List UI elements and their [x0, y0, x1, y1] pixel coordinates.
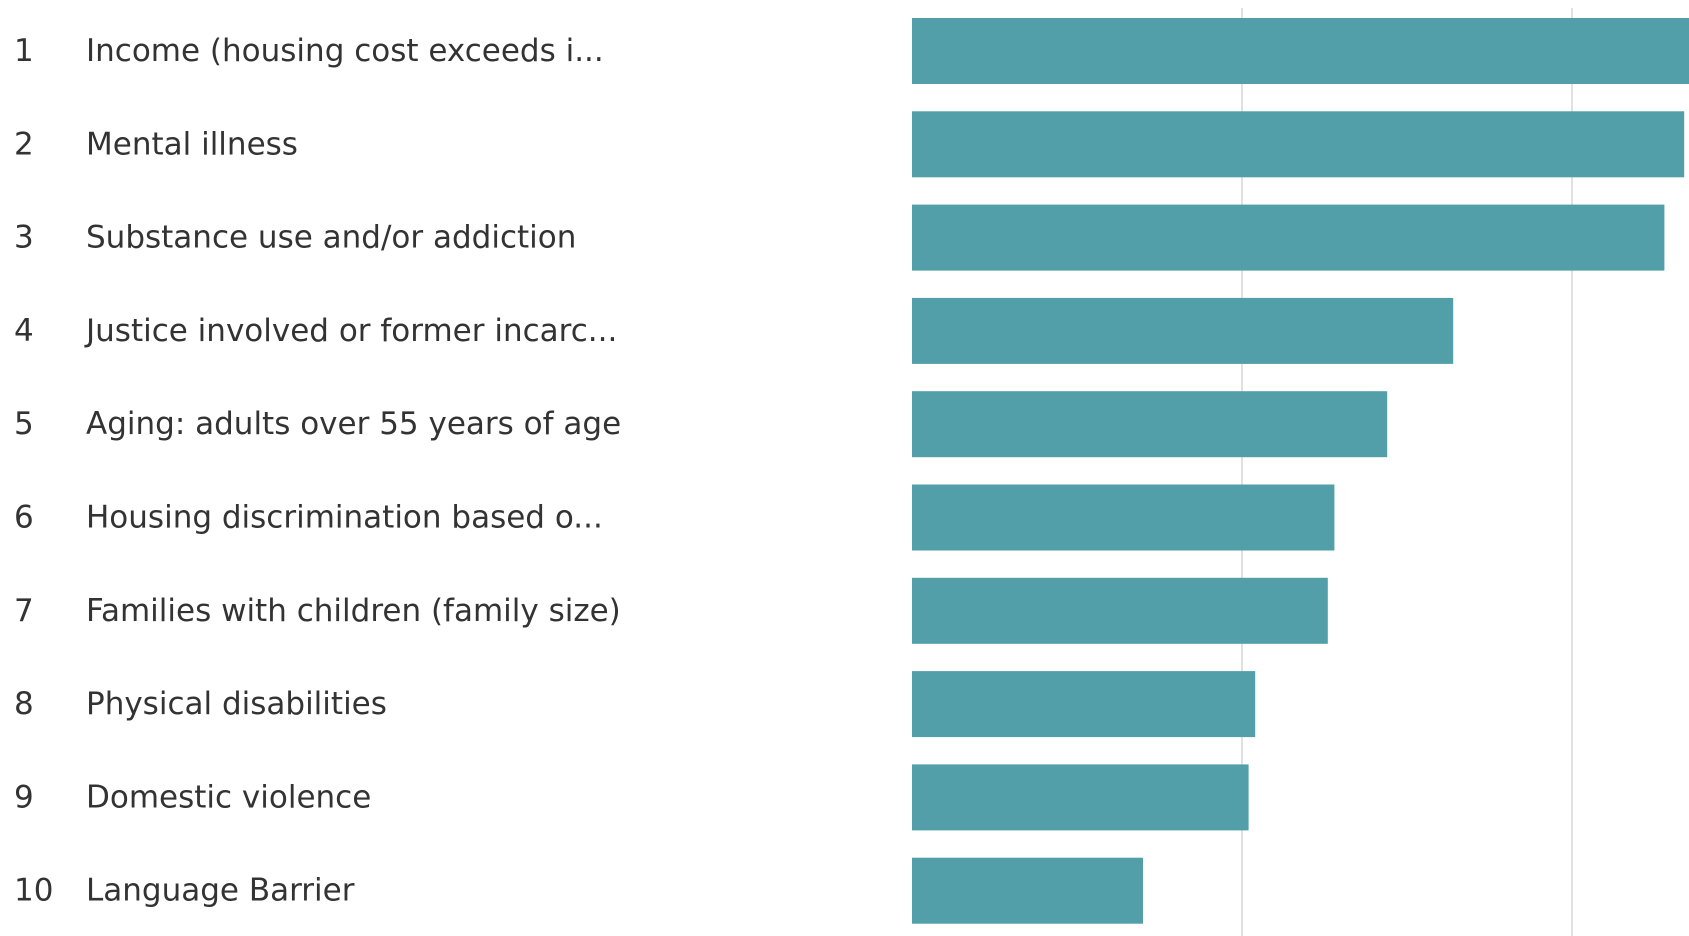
rank-label-5: 5 — [14, 406, 34, 442]
bar-6[interactable] — [912, 484, 1335, 551]
rank-label-10: 10 — [14, 873, 53, 909]
bar-8[interactable] — [912, 671, 1256, 738]
bars — [912, 18, 1689, 924]
rank-label-3: 3 — [14, 220, 34, 256]
category-label-10: Language Barrier — [86, 873, 355, 909]
category-label-1: Income (housing cost exceeds i... — [86, 33, 604, 69]
bar-3[interactable] — [912, 204, 1665, 271]
rank-label-8: 8 — [14, 686, 34, 722]
category-label-2: Mental illness — [86, 126, 298, 162]
category-label-6: Housing discrimination based o... — [86, 500, 603, 536]
category-label-5: Aging: adults over 55 years of age — [86, 406, 621, 442]
bar-2[interactable] — [912, 111, 1685, 178]
category-label-7: Families with children (family size) — [86, 593, 621, 629]
rank-label-6: 6 — [14, 500, 34, 536]
rank-label-7: 7 — [14, 593, 34, 629]
category-label-4: Justice involved or former incarc... — [84, 313, 617, 349]
bar-9[interactable] — [912, 764, 1249, 831]
category-label-8: Physical disabilities — [86, 686, 387, 722]
bar-5[interactable] — [912, 391, 1388, 458]
bar-10[interactable] — [912, 857, 1143, 924]
category-label-3: Substance use and/or addiction — [86, 220, 576, 256]
rank-label-4: 4 — [14, 313, 34, 349]
rank-label-1: 1 — [14, 33, 34, 69]
rank-label-9: 9 — [14, 779, 34, 815]
category-labels: 1 Income (housing cost exceeds i... 2 Menta… — [14, 33, 621, 909]
category-label-9: Domestic violence — [86, 779, 371, 815]
bar-7[interactable] — [912, 577, 1328, 644]
bar-4[interactable] — [912, 297, 1454, 364]
rank-label-2: 2 — [14, 126, 34, 162]
bar-1[interactable] — [912, 18, 1689, 84]
